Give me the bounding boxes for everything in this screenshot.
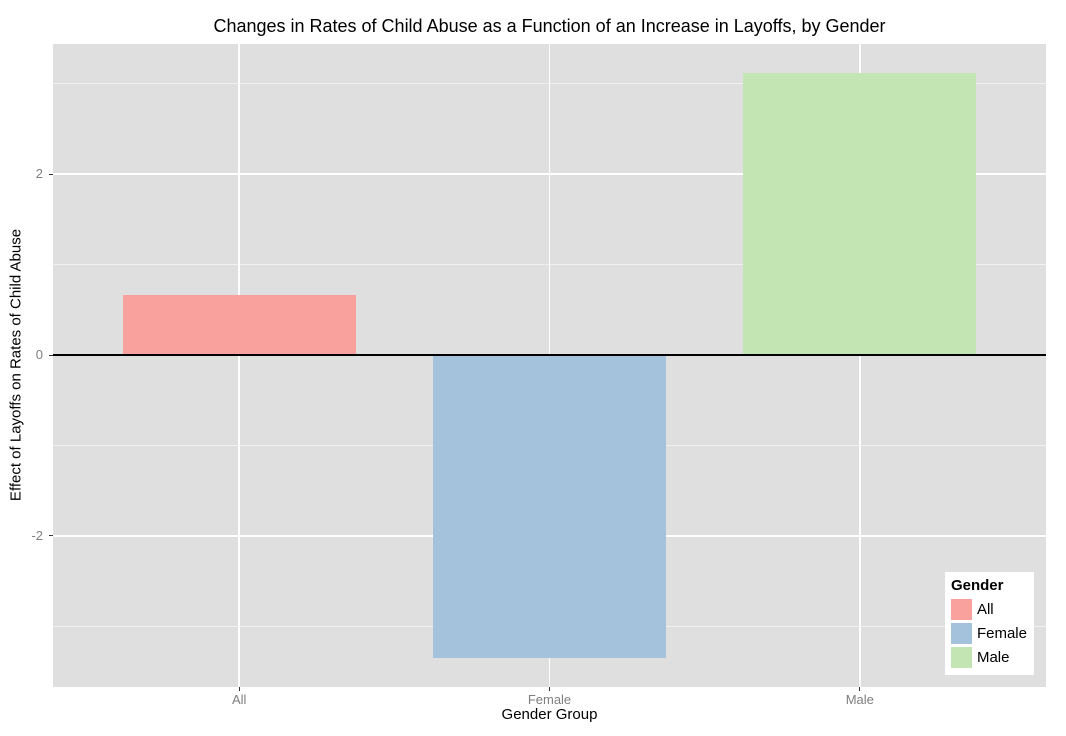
y-tick-mark	[49, 173, 53, 175]
legend-row: Male	[950, 645, 1027, 669]
legend-row: Female	[950, 621, 1027, 645]
y-tick-mark	[49, 535, 53, 537]
y-tick-label: -2	[31, 527, 43, 543]
x-major-gridline	[859, 44, 861, 687]
y-tick-label: 0	[35, 347, 43, 363]
legend-swatch	[950, 598, 972, 620]
chart-title: Changes in Rates of Child Abuse as a Fun…	[213, 16, 886, 36]
legend-rows: All Female Male	[950, 597, 1027, 669]
plot-panel: Gender All Female Male	[53, 44, 1046, 687]
bar-female	[433, 355, 666, 659]
x-major-gridline	[238, 44, 240, 687]
legend-label: Male	[976, 648, 1010, 666]
x-tick-mark	[238, 687, 240, 691]
y-tick-label: 2	[35, 166, 43, 182]
legend-swatch	[950, 646, 972, 668]
x-tick-label: Male	[845, 692, 874, 707]
legend-swatch	[950, 622, 972, 644]
x-tick-label: All	[231, 692, 247, 707]
x-axis-title: Gender Group	[501, 706, 598, 723]
y-axis-title: Effect of Layoffs on Rates of Child Abus…	[7, 228, 25, 502]
legend-label: Female	[976, 624, 1027, 642]
legend-row: All	[950, 597, 1027, 621]
x-tick-mark	[549, 687, 550, 691]
x-tick-label: Female	[527, 692, 572, 707]
bar-all	[122, 294, 356, 356]
legend: Gender All Female Male	[944, 572, 1034, 675]
legend-label: All	[976, 600, 994, 618]
bar-male	[743, 72, 977, 356]
x-tick-mark	[859, 687, 861, 691]
y-tick-mark	[49, 354, 53, 356]
zero-line	[53, 354, 1046, 356]
legend-title: Gender	[950, 577, 1004, 594]
